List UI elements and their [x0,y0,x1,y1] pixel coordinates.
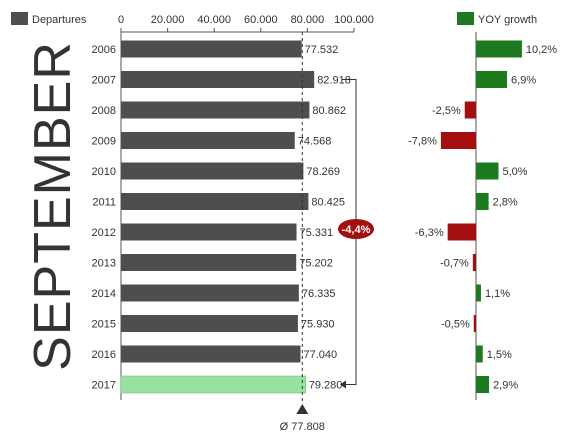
yoy-value-label: -7,8% [408,136,437,148]
value-label: 79.280 [309,380,343,392]
category-label: 2011 [92,197,116,209]
value-label: 80.425 [311,197,345,209]
x-tick-label: 60.000 [244,14,278,26]
category-label: 2006 [92,44,116,56]
yoy-value-label: -0,5% [441,319,470,331]
month-label: SEPTEMBER [24,41,82,371]
category-label: 2014 [92,288,116,300]
yoy-bar [476,40,522,58]
category-label: 2012 [92,227,116,239]
value-label: 77.040 [304,349,338,361]
departures-bar [121,315,298,332]
value-label: 75.930 [301,319,335,331]
yoy-bar [476,162,499,180]
value-label: 75.331 [300,227,334,239]
legend-departures-label: Departures [32,14,87,26]
departures-bar [121,223,297,241]
value-label: 78.269 [306,166,340,178]
value-label: 76.335 [302,288,336,300]
departures-bar [121,101,310,119]
value-label: 74.568 [298,136,332,148]
departures-bar [121,254,297,271]
yoy-bar [464,101,476,119]
value-label: 80.862 [312,105,346,117]
yoy-bar [447,223,476,241]
average-marker [296,404,309,414]
yoy-bar [476,193,489,210]
value-label: 77.532 [305,44,339,56]
yoy-value-label: 1,5% [487,349,512,361]
yoy-bar [476,284,481,302]
yoy-value-label: -0,7% [440,258,469,270]
departures-bar [120,375,307,394]
yoy-bar [472,254,476,271]
category-label: 2013 [92,258,116,270]
comparison-badge [338,219,374,239]
yoy-value-label: 2,8% [493,197,518,209]
departures-bar [121,345,301,363]
category-label: 2016 [92,349,116,361]
departures-bar [121,193,309,210]
yoy-bar [473,315,476,332]
x-tick-label: 80.000 [291,14,325,26]
category-label: 2010 [92,166,116,178]
category-label: 2007 [92,75,116,87]
yoy-value-label: 6,9% [511,75,536,87]
legend-yoy-swatch [457,12,474,25]
yoy-value-label: 1,1% [485,288,510,300]
departures-bar [121,132,295,149]
value-label: 75.202 [299,258,333,270]
legend-departures-swatch [11,12,28,25]
comparison-label: -4,4% [342,224,371,236]
category-label: 2008 [92,105,116,117]
departures-bar [121,162,304,180]
comparison-arrowhead [340,380,346,389]
x-tick-label: 0 [118,14,124,26]
yoy-value-label: -6,3% [415,227,444,239]
x-tick-label: 40.000 [197,14,231,26]
yoy-value-label: 10,2% [526,44,557,56]
x-tick-label: 20.000 [151,14,185,26]
value-label: 82.918 [317,75,351,87]
average-label: Ø 77.808 [280,421,325,433]
departures-bar [121,284,299,302]
departures-chart: 0 20.000 40.000 60.000 80.000 100.000 2006 77.5… [92,14,374,433]
yoy-growth-chart: 10,2% 6,9% -2,5% -7,8% 5,0% 2,8% -6,3% -0,7% 1,1… [408,32,557,400]
yoy-bar [476,71,508,88]
yoy-bar [476,376,490,393]
category-label: 2017 [92,380,116,392]
category-label: 2009 [92,136,116,148]
yoy-bar [440,132,476,149]
yoy-bar [476,345,483,363]
yoy-value-label: 5,0% [503,166,528,178]
departures-bar [121,71,315,88]
departures-bar [121,40,302,58]
yoy-value-label: -2,5% [432,105,461,117]
x-tick-label: 100.000 [334,14,374,26]
legend-yoy-label: YOY growth [478,14,537,26]
category-label: 2015 [92,319,116,331]
yoy-value-label: 2,9% [493,380,518,392]
